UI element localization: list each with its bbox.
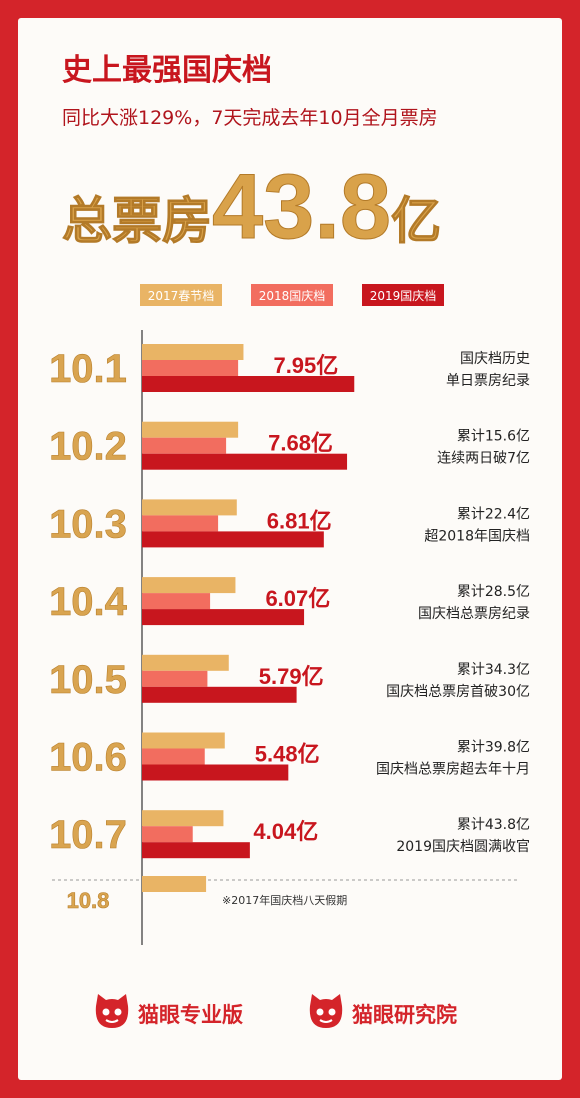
value-label: 7.68亿 bbox=[268, 431, 333, 456]
bar bbox=[142, 577, 236, 594]
bar bbox=[142, 344, 244, 360]
annotation: 国庆档总票房超去年十月 bbox=[376, 762, 530, 778]
logo-icon bbox=[95, 994, 129, 1028]
bar bbox=[142, 686, 297, 703]
legend-swatch bbox=[362, 284, 444, 306]
category-label: 10.1 bbox=[49, 347, 127, 391]
annotation: 累计34.3亿 bbox=[457, 662, 530, 678]
bar bbox=[142, 437, 227, 454]
bar bbox=[142, 732, 225, 749]
annotation: 累计22.4亿 bbox=[457, 506, 530, 522]
bar bbox=[142, 748, 205, 765]
legend-label: 2017春节档 bbox=[148, 289, 215, 303]
footnote: ※2017年国庆档八天假期 bbox=[222, 893, 347, 907]
annotation: 国庆档总票房纪录 bbox=[418, 606, 530, 622]
annotation: 国庆档历史 bbox=[460, 351, 530, 367]
category-label: 10.3 bbox=[49, 502, 127, 546]
headline: 总票房43.8亿 bbox=[62, 156, 441, 258]
title: 史上最强国庆档 bbox=[62, 53, 272, 88]
annotation: 单日票房纪录 bbox=[446, 373, 530, 389]
logo-text: 猫眼专业版 bbox=[138, 1003, 243, 1027]
bar bbox=[142, 453, 348, 470]
headline-number: 43.8 bbox=[212, 156, 391, 258]
headline-unit: 亿 bbox=[391, 192, 441, 250]
bar bbox=[142, 654, 229, 671]
bar bbox=[142, 515, 219, 532]
annotation: 国庆档总票房首破30亿 bbox=[386, 684, 530, 700]
bar bbox=[142, 360, 239, 376]
category-label: 10.6 bbox=[49, 736, 127, 780]
bar bbox=[142, 531, 324, 548]
bar bbox=[142, 376, 355, 392]
subtitle: 同比大涨129%，7天完成去年10月全月票房 bbox=[62, 107, 438, 129]
annotation: 累计15.6亿 bbox=[457, 429, 530, 445]
bar bbox=[142, 593, 211, 610]
annotation: 2019国庆档圆满收官 bbox=[396, 839, 530, 855]
value-label: 5.79亿 bbox=[259, 664, 324, 689]
annotation: 累计39.8亿 bbox=[457, 740, 530, 756]
headline-prefix: 总票房 bbox=[62, 192, 212, 250]
bar bbox=[142, 421, 239, 438]
logo: 猫眼研究院 bbox=[309, 994, 457, 1028]
bar bbox=[142, 842, 250, 859]
category-label: 10.8 bbox=[67, 888, 110, 913]
logo: 猫眼专业版 bbox=[95, 994, 243, 1028]
value-label: 7.95亿 bbox=[273, 353, 338, 378]
bar bbox=[142, 499, 237, 516]
bar bbox=[142, 876, 207, 892]
category-label: 10.5 bbox=[49, 658, 127, 702]
legend-label: 2019国庆档 bbox=[370, 289, 437, 303]
legend-swatch bbox=[251, 284, 333, 306]
value-label: 4.04亿 bbox=[253, 819, 318, 844]
bar bbox=[142, 670, 208, 687]
annotation: 累计43.8亿 bbox=[457, 817, 530, 833]
category-label: 10.2 bbox=[49, 425, 127, 469]
value-label: 6.07亿 bbox=[265, 586, 330, 611]
bar bbox=[142, 810, 224, 827]
logo-text: 猫眼研究院 bbox=[352, 1003, 457, 1027]
category-label: 10.4 bbox=[49, 580, 128, 624]
bar bbox=[142, 764, 289, 781]
logo-icon bbox=[309, 994, 343, 1028]
bar bbox=[142, 609, 305, 626]
value-label: 5.48亿 bbox=[255, 742, 320, 767]
bar bbox=[142, 826, 193, 843]
annotation: 超2018年国庆档 bbox=[424, 528, 530, 544]
legend-label: 2018国庆档 bbox=[259, 289, 326, 303]
value-label: 6.81亿 bbox=[267, 508, 332, 533]
category-label: 10.7 bbox=[49, 813, 127, 857]
annotation: 连续两日破7亿 bbox=[437, 450, 530, 467]
legend-swatch bbox=[140, 284, 222, 306]
annotation: 累计28.5亿 bbox=[457, 584, 530, 600]
